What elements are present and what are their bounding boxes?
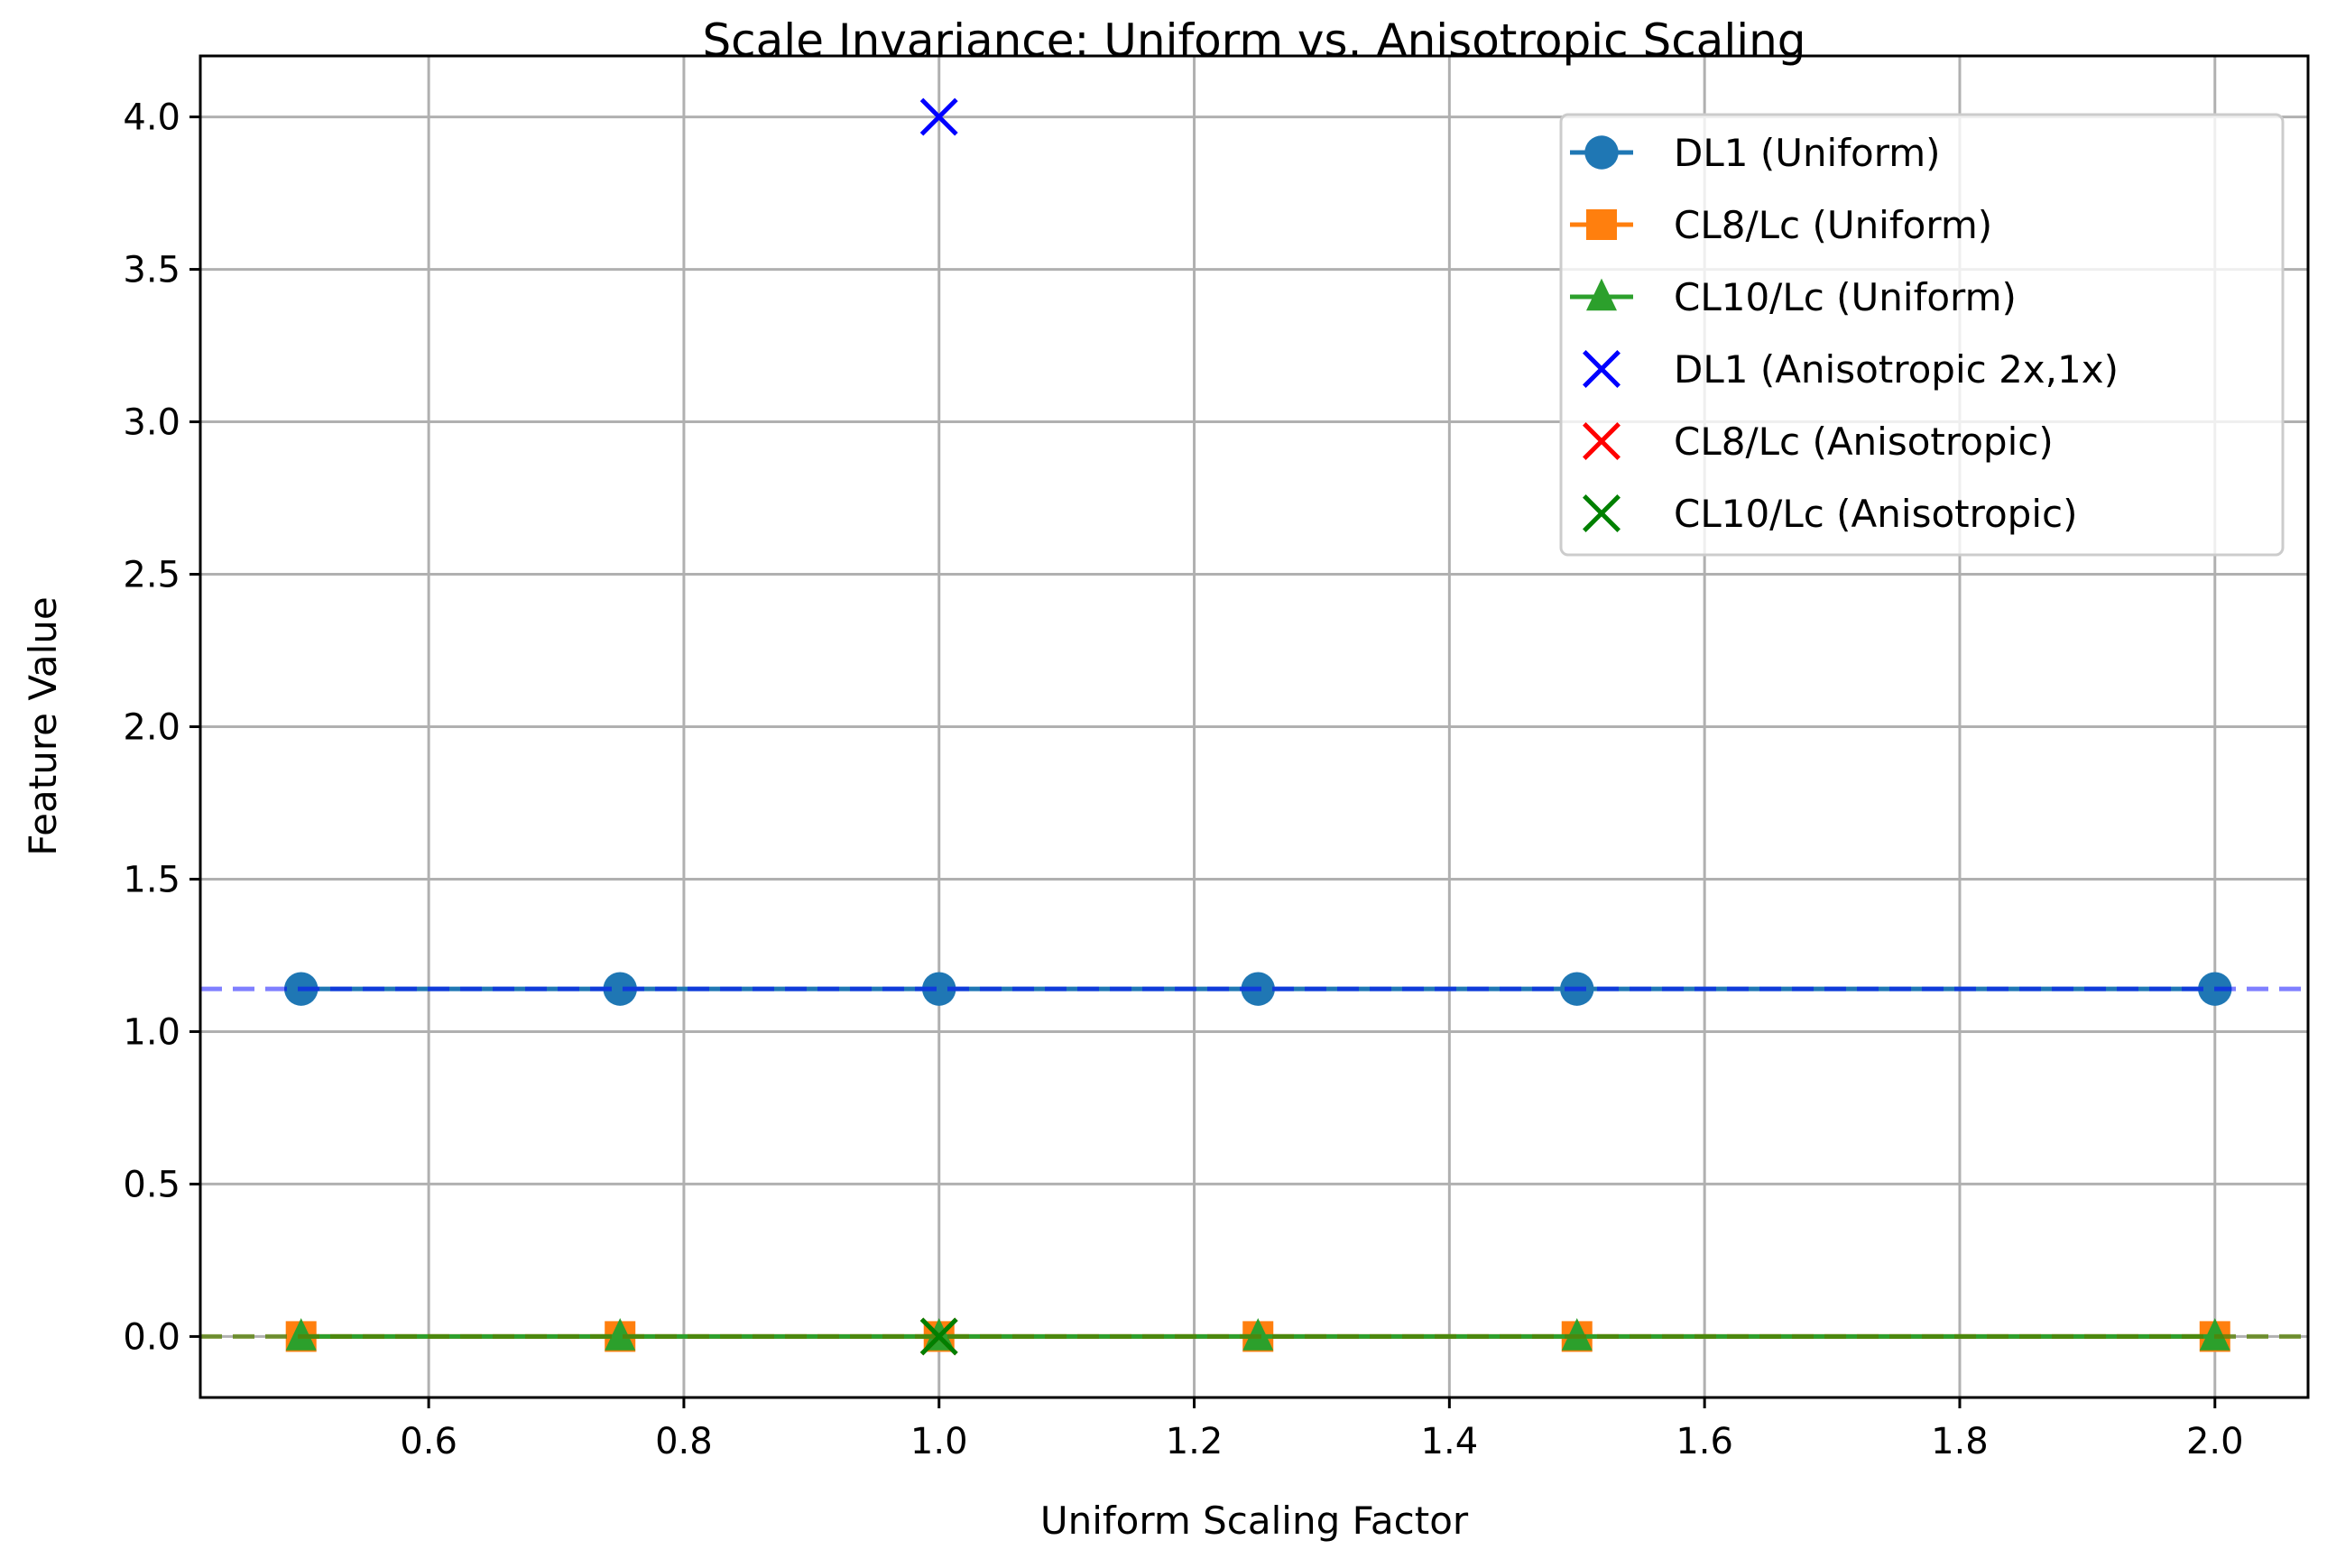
y-tick-label: 1.5 <box>123 859 180 900</box>
y-axis-label: Feature Value <box>21 596 65 855</box>
triangle-marker-icon <box>605 1318 636 1351</box>
legend-item: DL1 (Uniform) <box>1570 131 1941 175</box>
x-marker-icon <box>919 97 958 136</box>
x-tick-label: 0.6 <box>400 1421 457 1462</box>
legend-item: CL10/Lc (Uniform) <box>1570 275 2017 319</box>
y-tick-label: 0.5 <box>123 1164 180 1205</box>
triangle-marker-icon <box>2199 1318 2230 1351</box>
y-tick-label: 4.0 <box>123 97 180 139</box>
x-marker-icon <box>919 1317 958 1356</box>
x-tick-label: 1.0 <box>910 1421 968 1462</box>
square-marker-icon <box>1586 209 1617 240</box>
legend-label: CL8/Lc (Uniform) <box>1674 203 1992 247</box>
x-tick-label: 2.0 <box>2186 1421 2244 1462</box>
x-tick-label: 0.8 <box>655 1421 713 1462</box>
circle-marker-icon <box>922 972 956 1006</box>
legend-label: CL10/Lc (Uniform) <box>1674 275 2017 319</box>
x-marker-icon <box>1583 422 1621 460</box>
legend-item: CL8/Lc (Anisotropic) <box>1583 420 2054 464</box>
y-tick-label: 3.0 <box>123 402 180 444</box>
y-tick-label: 0.0 <box>123 1316 180 1358</box>
triangle-marker-icon <box>1586 278 1617 311</box>
triangle-marker-icon <box>1561 1318 1593 1351</box>
legend-label: DL1 (Uniform) <box>1674 131 1941 175</box>
x-marker-icon <box>1583 350 1621 388</box>
legend-box <box>1559 113 2285 557</box>
x-tick-label: 1.8 <box>1931 1421 1989 1462</box>
series-group <box>200 97 2308 1356</box>
circle-marker-icon <box>603 972 637 1006</box>
legend-label: DL1 (Anisotropic 2x,1x) <box>1674 347 2119 392</box>
legend: DL1 (Uniform) CL8/Lc (Uniform) CL10/Lc (Un… <box>1559 113 2285 557</box>
circle-marker-icon <box>1584 135 1619 170</box>
x-tick-label: 1.6 <box>1676 1421 1733 1462</box>
legend-item: DL1 (Anisotropic 2x,1x) <box>1583 347 2119 392</box>
y-tick-label: 3.5 <box>123 250 180 291</box>
y-tick-label: 2.0 <box>123 707 180 749</box>
x-tick-label: 1.2 <box>1166 1421 1224 1462</box>
legend-label: CL10/Lc (Anisotropic) <box>1674 492 2077 536</box>
x-marker-icon <box>1583 494 1621 532</box>
legend-item: CL10/Lc (Anisotropic) <box>1583 492 2077 536</box>
y-tick-label: 2.5 <box>123 555 180 596</box>
legend-item: CL8/Lc (Uniform) <box>1570 203 1992 247</box>
triangle-marker-icon <box>285 1318 317 1351</box>
x-tick-label: 1.4 <box>1421 1421 1479 1462</box>
x-axis-label: Uniform Scaling Factor <box>1040 1499 1469 1543</box>
y-tick-label: 1.0 <box>123 1011 180 1053</box>
triangle-marker-icon <box>1242 1318 1274 1351</box>
chart-title: Scale Invariance: Uniform vs. Anisotropi… <box>702 14 1805 67</box>
legend-label: CL8/Lc (Anisotropic) <box>1674 420 2054 464</box>
